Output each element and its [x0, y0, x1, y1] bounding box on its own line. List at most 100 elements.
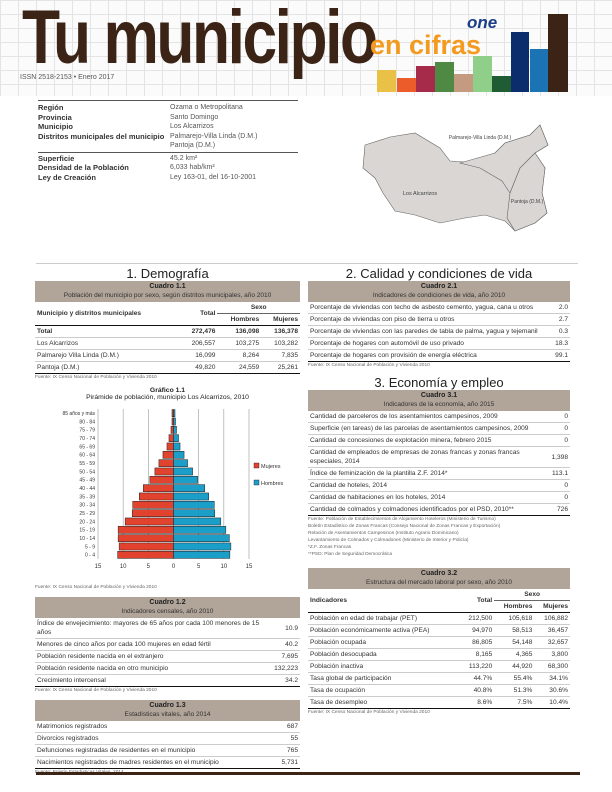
legend-swatch: [253, 462, 260, 469]
y-tick-label: 15 - 19: [79, 528, 95, 534]
cell-value: 113,220: [460, 660, 495, 673]
deco-bar: [416, 66, 435, 92]
table-row: Población residente nacida en otro munic…: [35, 662, 300, 675]
cell-value: 10.9: [272, 618, 300, 639]
cell-label: Población residente nacida en otro munic…: [35, 662, 273, 675]
bar-hombres: [173, 451, 185, 459]
table-row: Los Alcarrizos 206,557 103,275 103,282: [35, 337, 300, 350]
cell-label: Tasa de desempleo: [308, 696, 460, 709]
deco-bar: [511, 32, 529, 92]
decorative-bars: [370, 0, 612, 96]
cuadro-3-1-caption: Cuadro 3.1 Indicadores de la economía, añ…: [308, 390, 570, 411]
cell-value: 7.5%: [494, 696, 535, 709]
cell-value: 86,805: [460, 636, 495, 649]
section-title: 3. Economía y empleo: [374, 375, 504, 390]
bar-hombres: [173, 509, 216, 517]
masthead: Tu municipio en cifras ISSN 2518-2153 • …: [0, 0, 612, 96]
cell-value: 58,513: [494, 624, 535, 637]
bar-hombres: [173, 467, 193, 476]
bar-mujeres: [168, 434, 174, 442]
bar-hombres: [173, 517, 222, 526]
map-label-alcarrizos: Los Alcarrizos: [403, 191, 437, 197]
bar-hombres: [173, 434, 179, 442]
cell-value: 113.1: [549, 467, 570, 480]
cell-value: 30.6%: [534, 684, 570, 697]
info-label: Ley de Creación: [38, 172, 96, 182]
cell-label: Población inactiva: [308, 660, 460, 673]
cell-value: 8.6%: [460, 696, 495, 709]
cell-label: Población económicamente activa (PEA): [308, 624, 460, 637]
cuadro-1-2-caption: Cuadro 1.2 Indicadores censales, año 2010: [35, 597, 300, 618]
info-row: Provincia Santo Domingo: [38, 113, 298, 123]
cuadro-label: Cuadro 2.1: [420, 283, 458, 290]
col-header: Hombres: [217, 313, 262, 326]
cell-value: 49,820: [180, 361, 218, 374]
cell-label: Los Alcarrizos: [35, 337, 181, 350]
info-row: Distritos municipales del municipio Palma…: [38, 132, 298, 142]
source-note: Fuente: IX Censo Nacional de Población y…: [35, 585, 157, 590]
cell-value: 8,165: [460, 648, 495, 661]
table-row: Defunciones registradas de residentes en…: [35, 744, 300, 757]
cell-label: Cantidad de colmados y colmadones identi…: [308, 503, 550, 516]
legend-label: Hombres: [261, 481, 284, 487]
table-row: Cantidad de hoteles, 2014 0: [308, 479, 570, 492]
bar-hombres: [173, 501, 215, 509]
cell-value: 34.1%: [534, 672, 570, 685]
cell-value: 105,618: [494, 612, 535, 625]
chart-label: Gráfico 1.1: [149, 387, 186, 394]
cell-label: Nacimientos registrados de madres reside…: [35, 756, 274, 769]
cuadro-1-2-table: Índice de envejecimiento: mayores de 65 …: [35, 618, 300, 687]
table-row: Índice de feminización de la plantilla Z…: [308, 467, 570, 480]
table-row: Cantidad de colmados y colmadones identi…: [308, 503, 570, 516]
bar-mujeres: [162, 451, 174, 459]
cell-value: 55: [273, 732, 300, 745]
cell-label: Cantidad de concesiones de explotación m…: [308, 434, 550, 447]
table-row: Cantidad de habitaciones en los hoteles,…: [308, 491, 570, 504]
bar-mujeres: [143, 484, 174, 492]
table-row: Cantidad de parceleros de los asentamien…: [308, 411, 570, 423]
cell-value: 272,476: [180, 325, 218, 338]
cell-value: 10.4%: [534, 696, 570, 709]
col-header: Hombres: [494, 600, 535, 613]
cell-value: 136,378: [261, 325, 300, 338]
bar-mujeres: [118, 542, 174, 551]
right-column: 2. Calidad y condiciones de vida Cuadro …: [308, 266, 570, 716]
cell-value: 16,099: [180, 349, 218, 362]
cell-label: Cantidad de hoteles, 2014: [308, 479, 550, 492]
cell-label: Palmarejo Villa Linda (D.M.): [35, 349, 181, 362]
cell-value: 7,695: [272, 650, 300, 663]
cell-label: Cantidad de habitaciones en los hoteles,…: [308, 491, 550, 504]
cuadro-1-3-table: Matrimonios registrados 687 Divorcios regi…: [35, 721, 300, 769]
cuadro-3-1-table: Cantidad de parceleros de los asentamien…: [308, 411, 570, 516]
cell-label: Porcentaje de hogares con provisión de e…: [308, 349, 553, 362]
deco-bar: [377, 70, 396, 92]
bar-mujeres: [166, 442, 174, 451]
title-main: Tu municipio: [22, 0, 378, 80]
footer-rule: [36, 772, 580, 775]
y-tick-label: 25 - 29: [79, 511, 95, 517]
one-logo: one: [467, 13, 498, 32]
cuadro-label: Cuadro 3.2: [420, 570, 458, 577]
cell-label: Índice de feminización de la plantilla Z…: [308, 467, 550, 480]
cell-label: Divorcios registrados: [35, 732, 274, 745]
table-row: Tasa de desempleo 8.6% 7.5% 10.4%: [308, 696, 570, 709]
info-label: Región: [38, 103, 64, 113]
cell-value: 726: [549, 503, 570, 516]
cell-label: Superficie (en tareas) de las parcelas d…: [308, 422, 550, 435]
note-line: Relación de Asentamientos Campesinos (In…: [308, 531, 459, 536]
info-value: Santo Domingo: [170, 113, 219, 121]
cell-value: 0: [549, 479, 570, 492]
map-palmarejo: [458, 124, 549, 194]
note-line: Fuente: Población de Establecimientos de…: [308, 517, 496, 522]
bar-hombres: [173, 476, 198, 484]
cuadro-label: Cuadro 1.3: [149, 702, 186, 709]
cell-value: 2.7: [552, 313, 570, 326]
map-label-pantoja: Pantoja (D.M.): [511, 199, 544, 205]
cell-value: 24,559: [217, 361, 262, 374]
cell-value: 34.2: [272, 674, 300, 687]
municipio-info: Región Ozama o Metropolitana Provincia Sant…: [38, 100, 298, 182]
x-tick-label: 15: [95, 564, 102, 570]
info-row: Región Ozama o Metropolitana: [38, 103, 298, 113]
cell-value: 2.0: [552, 302, 570, 314]
y-tick-label: 85 años y más: [62, 411, 95, 417]
